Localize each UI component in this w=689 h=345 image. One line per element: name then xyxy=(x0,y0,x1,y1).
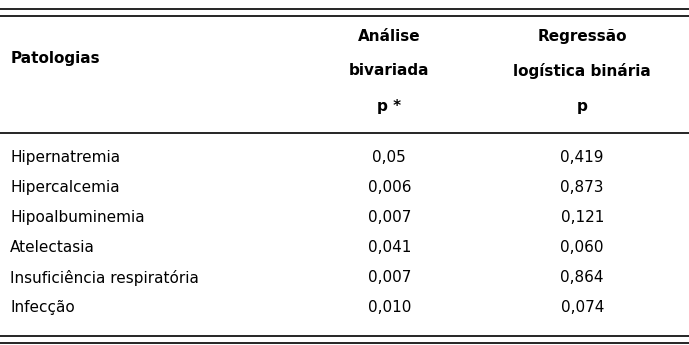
Text: Atelectasia: Atelectasia xyxy=(10,240,95,255)
Text: 0,121: 0,121 xyxy=(561,210,604,225)
Text: 0,010: 0,010 xyxy=(368,300,411,315)
Text: Hipernatremia: Hipernatremia xyxy=(10,150,121,165)
Text: 0,007: 0,007 xyxy=(368,210,411,225)
Text: 0,074: 0,074 xyxy=(561,300,604,315)
Text: 0,007: 0,007 xyxy=(368,270,411,285)
Text: 0,864: 0,864 xyxy=(560,270,604,285)
Text: 0,05: 0,05 xyxy=(373,150,406,165)
Text: 0,419: 0,419 xyxy=(560,150,604,165)
Text: Insuficiência respiratória: Insuficiência respiratória xyxy=(10,270,199,286)
Text: 0,060: 0,060 xyxy=(560,240,604,255)
Text: logística binária: logística binária xyxy=(513,63,651,79)
Text: Patologias: Patologias xyxy=(10,51,100,66)
Text: 0,041: 0,041 xyxy=(368,240,411,255)
Text: Hipercalcemia: Hipercalcemia xyxy=(10,180,120,195)
Text: 0,873: 0,873 xyxy=(560,180,604,195)
Text: Hipoalbuminemia: Hipoalbuminemia xyxy=(10,210,145,225)
Text: Regressão: Regressão xyxy=(537,29,627,44)
Text: p: p xyxy=(577,99,588,115)
Text: Análise: Análise xyxy=(358,29,420,44)
Text: bivariada: bivariada xyxy=(349,63,429,78)
Text: Infecção: Infecção xyxy=(10,300,75,315)
Text: p *: p * xyxy=(377,99,402,115)
Text: 0,006: 0,006 xyxy=(367,180,411,195)
